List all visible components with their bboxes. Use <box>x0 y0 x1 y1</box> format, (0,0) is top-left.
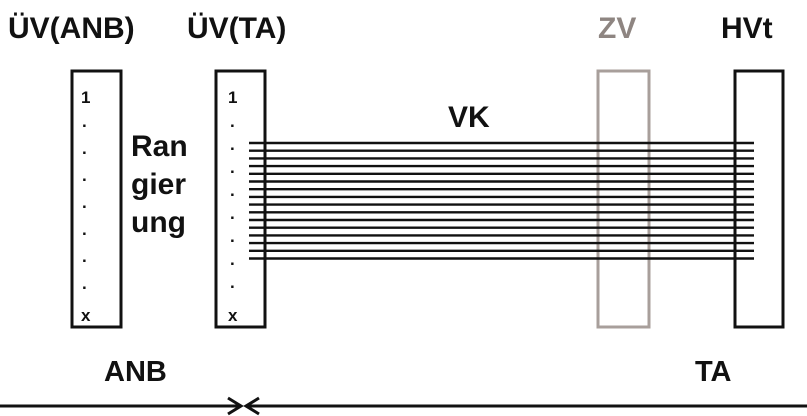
panel-left-dot: . <box>82 112 87 131</box>
label-uev-anb: ÜV(ANB) <box>8 12 135 45</box>
panel-right-dot: . <box>230 181 235 200</box>
panel-left-last: x <box>81 306 91 325</box>
panel-left-dot: . <box>82 139 87 158</box>
panel-right-dot: . <box>230 158 235 177</box>
panel-right-dot: . <box>230 273 235 292</box>
arrow-head-anb <box>227 396 244 416</box>
panel-uev-anb <box>70 69 123 329</box>
label-rangierung-2: gier <box>131 168 187 201</box>
panel-left-dot: . <box>82 220 87 239</box>
panel-zv <box>596 69 651 329</box>
panel-left-dot: . <box>82 193 87 212</box>
panel-right-dot: . <box>230 250 235 269</box>
label-anb: ANB <box>104 356 167 388</box>
panel-right-dot: . <box>230 135 235 154</box>
label-ta: TA <box>695 356 732 388</box>
panel-right-dot: . <box>230 112 235 131</box>
panel-left-dot: . <box>82 247 87 266</box>
panel-right-last: x <box>228 306 238 325</box>
panel-hvt <box>733 69 785 329</box>
label-rangierung-3: ung <box>131 206 186 239</box>
label-hvt: HVt <box>721 12 773 45</box>
arrow-head-ta <box>243 396 260 416</box>
panel-left-dot: . <box>82 166 87 185</box>
panel-uev-ta <box>214 69 267 329</box>
label-zv: ZV <box>598 12 637 45</box>
panel-right-dot: . <box>230 227 235 246</box>
cable-bundle-vk <box>249 141 754 260</box>
label-vk: VK <box>448 101 490 134</box>
panel-left-dot: . <box>82 274 87 293</box>
label-uev-ta: ÜV(TA) <box>187 12 287 45</box>
panel-right-first: 1 <box>228 88 238 107</box>
panel-right-dot: . <box>230 204 235 223</box>
label-rangierung-1: Ran <box>131 130 188 163</box>
panel-left-first: 1 <box>81 88 91 107</box>
